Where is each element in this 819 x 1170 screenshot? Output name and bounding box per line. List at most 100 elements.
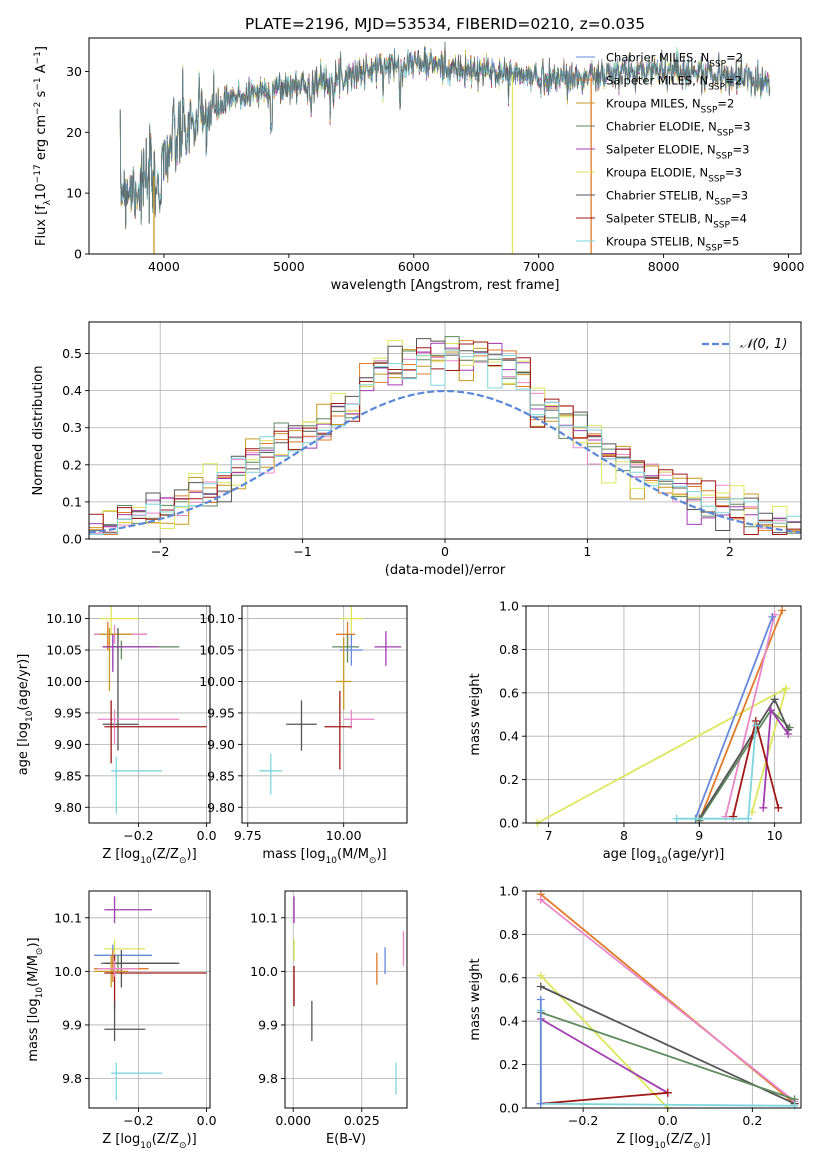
weight-line	[540, 1011, 795, 1101]
label-part: ⊙	[179, 1141, 187, 1151]
label-part: )]	[376, 847, 386, 862]
weight-line	[698, 609, 784, 822]
y-tick-label: 0.6	[499, 970, 519, 985]
label-part: mass weight	[468, 673, 483, 755]
histogram-step-9	[88, 349, 802, 539]
label-part: Salpeter STELIB, N	[606, 212, 713, 226]
y-axis-label: mass [log10(M/M⊙)]	[26, 937, 45, 1061]
x-tick-label: 1	[583, 544, 591, 559]
legend-label: 𝒩(0, 1)	[740, 337, 787, 352]
label-part: s	[34, 90, 49, 101]
y-tick-label: 0.4	[499, 1014, 519, 1029]
y-axis-label: Normed distribution	[31, 366, 46, 496]
label-part: SSP	[708, 175, 725, 185]
x-axis-label: Z [log10(Z/Z⊙)]	[102, 1132, 196, 1151]
y-tick-label: 9.80	[54, 800, 82, 815]
label-part: (M/M	[337, 847, 369, 862]
x-tick-label: 9.75	[234, 828, 262, 843]
x-tick-label: 9000	[773, 259, 805, 274]
weight-marker	[784, 730, 793, 739]
y-tick-label: 9.8	[62, 1071, 82, 1086]
label-part: 10	[656, 856, 668, 866]
label-part: age [log	[16, 722, 31, 775]
label-part: =3	[731, 189, 748, 203]
weight-line	[540, 974, 669, 1109]
y-tick-label: 9.90	[54, 737, 82, 752]
x-tick-label: 4000	[148, 259, 180, 274]
label-part: =2	[725, 74, 742, 88]
label-part: age [log	[603, 847, 656, 862]
y-tick-label: 10.05	[199, 643, 235, 658]
label-part: =2	[717, 97, 734, 111]
y-tick-label: 0.1	[62, 494, 82, 509]
y-tick-label: 0.0	[499, 816, 519, 831]
y-tick-label: 9.9	[62, 1017, 82, 1032]
y-tick-label: 0.0	[62, 532, 82, 547]
x-axis-label: wavelength [Angstrom, rest frame]	[331, 278, 560, 293]
x-tick-label: −0.2	[123, 828, 153, 843]
axes-frame	[525, 605, 802, 824]
label-part: mass [log	[262, 847, 325, 862]
x-tick-label: 0.025	[344, 1113, 380, 1128]
label-part: 10	[25, 710, 35, 722]
y-tick-label: 9.85	[54, 768, 82, 783]
label-part: 10	[654, 1141, 666, 1151]
label-part: =5	[722, 235, 739, 249]
label-part: Chabrier STELIB, N	[606, 189, 714, 203]
legend-label: Kroupa MILES, NSSP=2	[606, 97, 734, 116]
y-tick-label: 9.95	[54, 705, 82, 720]
label-part: Z [log	[102, 1132, 140, 1147]
label-part: 10	[34, 183, 49, 200]
legend-label: Kroupa STELIB, NSSP=5	[606, 235, 739, 254]
label-part: SSP	[713, 221, 730, 231]
label-part: SSP	[706, 244, 723, 254]
label-part: erg cm	[34, 115, 49, 164]
x-tick-label: 7	[545, 828, 553, 843]
legend-label: Chabrier MILES, NSSP=2	[606, 51, 743, 70]
y-tick-label: 0.2	[499, 772, 519, 787]
mass-vs-metallicity-panel: −0.2 0.09.89.910.010.1Z [log10(Z/Z⊙)]mass…	[26, 890, 217, 1151]
weight-marker	[766, 706, 775, 715]
weight-marker	[778, 606, 787, 615]
label-part: 10	[326, 856, 338, 866]
label-part: ⊙	[179, 856, 187, 866]
y-tick-label: 10.0	[54, 964, 82, 979]
y-tick-label: 0.6	[499, 685, 519, 700]
mass-vs-reddening-panel: 0.000 0.025 9.8 9.9 10.0 10.1 E(B-V)	[250, 890, 408, 1147]
label-part: (M/M	[26, 955, 41, 987]
x-tick-label: 2	[726, 544, 734, 559]
y-tick-label: 10.1	[250, 910, 278, 925]
weight-line	[540, 1018, 669, 1094]
x-axis-label: E(B-V)	[326, 1132, 366, 1147]
x-tick-label: 10.00	[326, 828, 362, 843]
label-part: (age/yr)]	[667, 847, 724, 862]
label-part: Normed distribution	[31, 366, 46, 496]
y-tick-label: 9.8	[258, 1071, 278, 1086]
weight-marker	[536, 982, 545, 991]
label-part: SSP	[717, 129, 734, 139]
label-part: −1	[33, 51, 43, 64]
label-part: (Z/Z	[152, 1132, 179, 1147]
y-axis-label: Flux [fλ10−17 erg cm−2 s−1 A−1]	[33, 46, 53, 246]
label-part: Chabrier MILES, N	[606, 51, 709, 65]
y-tick-label: 9.90	[207, 737, 235, 752]
label-part: ⊙	[369, 856, 377, 866]
y-tick-label: 9.9	[258, 1017, 278, 1032]
y-tick-label: 0.2	[499, 1057, 519, 1072]
label-part: SSP	[716, 152, 733, 162]
weight-marker	[751, 721, 760, 730]
x-tick-label: −0.2	[123, 1113, 153, 1128]
label-part: mass [log	[26, 998, 41, 1061]
label-part: =3	[733, 143, 750, 157]
weight-marker	[770, 695, 779, 704]
x-axis-label: Z [log10(Z/Z⊙)]	[616, 1132, 710, 1151]
spectrum-line-7	[119, 41, 771, 230]
weight-line	[540, 1091, 668, 1105]
label-part: (data-model)/error	[385, 563, 506, 578]
label-part: )]	[187, 847, 197, 862]
normal-curve	[88, 389, 802, 534]
plot-area	[285, 891, 407, 1108]
y-tick-label: 10.00	[199, 674, 235, 689]
y-tick-label: 1.0	[499, 599, 519, 614]
